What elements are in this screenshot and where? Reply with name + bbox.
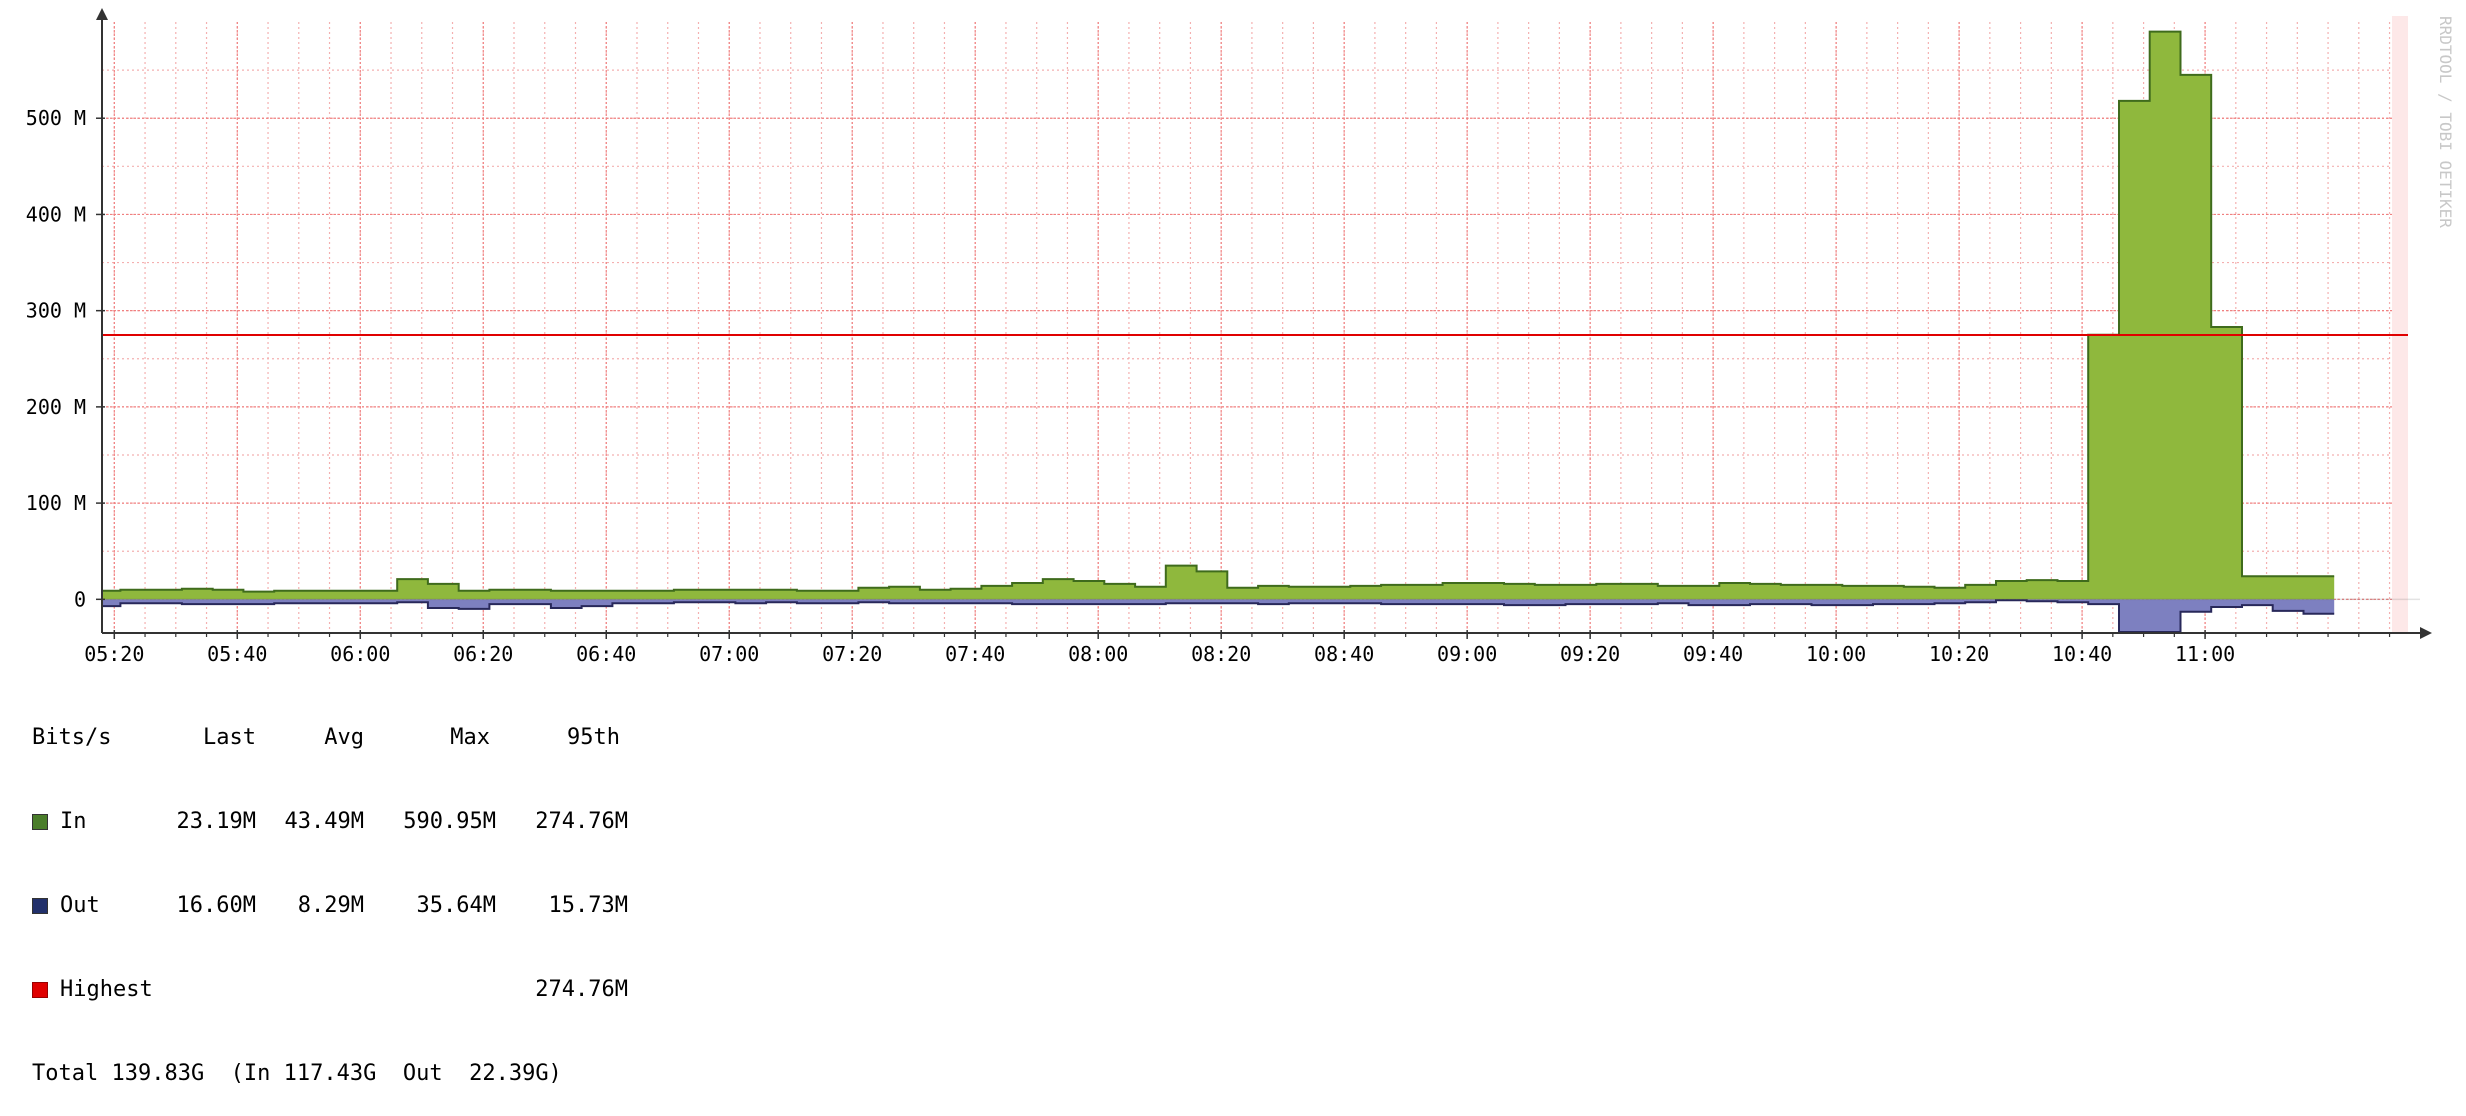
x-tick-label: 11:00 <box>2175 642 2235 666</box>
area-out <box>102 599 2335 632</box>
legend-95th: 274.76M <box>535 809 628 834</box>
legend-col-avg: Avg <box>324 725 364 750</box>
y-tick-label: 0 <box>74 587 86 611</box>
x-tick-label: 08:00 <box>1068 642 1128 666</box>
legend-last: 16.60M <box>176 893 256 918</box>
x-tick-label: 09:20 <box>1560 642 1620 666</box>
legend-row-highest: Highest 274.76M <box>32 976 628 1004</box>
y-tick-label: 200 M <box>26 395 86 419</box>
legend-avg: 8.29M <box>297 893 364 918</box>
legend-95th: 15.73M <box>548 893 628 918</box>
x-tick-label: 10:40 <box>2052 642 2112 666</box>
line-out <box>102 599 2335 633</box>
y-tick-label: 100 M <box>26 491 86 515</box>
y-tick-label: 400 M <box>26 202 86 226</box>
x-tick-label: 06:00 <box>330 642 390 666</box>
legend-name: Highest <box>60 977 153 1002</box>
area-layer <box>102 30 2335 633</box>
legend-name: In <box>60 809 87 834</box>
legend-swatch-out <box>32 898 48 914</box>
legend-avg: 43.49M <box>284 809 364 834</box>
legend-row-out: Out 16.60M 8.29M 35.64M 15.73M <box>32 892 628 920</box>
legend-total: Total 139.83G (In 117.43G Out 22.39G) <box>32 1060 628 1088</box>
axis-layer <box>96 8 2432 639</box>
x-axis-arrow <box>2420 627 2432 639</box>
x-tick-label: 07:40 <box>945 642 1005 666</box>
y-axis-arrow <box>96 8 108 20</box>
x-tick-label: 08:20 <box>1191 642 1251 666</box>
grid-right-band <box>2392 16 2408 633</box>
watermark: RRDTOOL / TOBI OETIKER <box>2436 16 2455 228</box>
x-tick-label: 08:40 <box>1314 642 1374 666</box>
legend: Bits/s Last Avg Max 95th In 23.19M 43.49M 590.9… <box>32 668 628 1116</box>
legend-col-95th: 95th <box>567 725 620 750</box>
legend-row-in: In 23.19M 43.49M 590.95M 274.76M <box>32 808 628 836</box>
x-tick-label: 06:40 <box>576 642 636 666</box>
x-tick-label: 07:00 <box>699 642 759 666</box>
legend-unit: Bits/s <box>32 725 112 750</box>
legend-total-text: Total 139.83G (In 117.43G Out 22.39G) <box>32 1061 562 1086</box>
x-tick-label: 05:20 <box>84 642 144 666</box>
y-tick-label: 500 M <box>26 106 86 130</box>
label-layer: 05:20 05:40 06:00 06:20 06:40 07:00 07:20 07:40… <box>26 106 2235 666</box>
legend-col-max: Max <box>450 725 490 750</box>
legend-name: Out <box>60 893 100 918</box>
line-in <box>102 30 2335 593</box>
legend-max: 590.95M <box>403 809 496 834</box>
legend-95th: 274.76M <box>535 977 628 1002</box>
legend-header: Bits/s Last Avg Max 95th <box>32 724 628 752</box>
legend-last: 23.19M <box>176 809 256 834</box>
legend-swatch-in <box>32 814 48 830</box>
grid-layer <box>102 16 2408 634</box>
x-tick-label: 09:00 <box>1437 642 1497 666</box>
x-tick-label: 07:20 <box>822 642 882 666</box>
legend-swatch-highest <box>32 982 48 998</box>
area-in <box>102 31 2335 600</box>
x-tick-label: 10:20 <box>1929 642 1989 666</box>
legend-col-last: Last <box>203 725 256 750</box>
x-tick-label: 06:20 <box>453 642 513 666</box>
x-tick-label: 09:40 <box>1683 642 1743 666</box>
x-tick-label: 05:40 <box>207 642 267 666</box>
legend-max: 35.64M <box>416 893 496 918</box>
x-tick-label: 10:00 <box>1806 642 1866 666</box>
y-tick-label: 300 M <box>26 299 86 323</box>
traffic-chart: 05:20 05:40 06:00 06:20 06:40 07:00 07:20 07:40… <box>26 8 2455 666</box>
